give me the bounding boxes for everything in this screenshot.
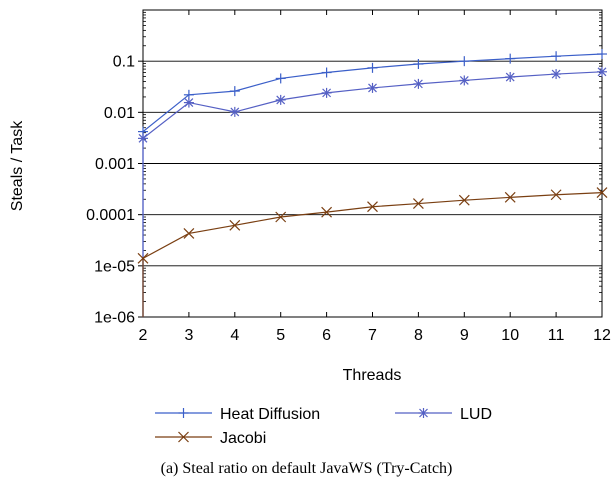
data-point-lud bbox=[367, 82, 378, 93]
x-tick-label: 7 bbox=[368, 327, 377, 344]
x-tick-label: 8 bbox=[414, 327, 423, 344]
data-point-heat-diffusion bbox=[367, 62, 378, 73]
legend: Heat Diffusion LUD Jacobi bbox=[155, 406, 492, 447]
legend-marker bbox=[178, 408, 189, 418]
data-point-lud bbox=[597, 66, 607, 77]
data-point-jacobi bbox=[458, 194, 470, 206]
legend-marker bbox=[418, 408, 429, 418]
figure-caption: (a) Steal ratio on default JavaWS (Try-C… bbox=[160, 460, 453, 477]
data-point-heat-diffusion bbox=[459, 56, 470, 67]
y-tick-label: 0.0001 bbox=[86, 207, 135, 224]
legend-item-lud: LUD bbox=[395, 406, 492, 423]
legend-item-jacobi: Jacobi bbox=[155, 430, 266, 447]
series-lines bbox=[137, 49, 608, 317]
data-point-heat-diffusion bbox=[413, 59, 424, 70]
y-tick-label: 0.01 bbox=[104, 105, 135, 122]
data-point-lud bbox=[138, 133, 148, 144]
data-point-lud bbox=[321, 87, 332, 98]
data-point-lud bbox=[505, 72, 516, 83]
x-tick-label: 5 bbox=[276, 327, 285, 344]
legend-marker bbox=[178, 431, 189, 443]
chart: 1e-06 1e-05 0.0001 0.001 0.01 0.1 2 3 4 5 6 7 8 9 10 11… bbox=[9, 9, 611, 447]
data-point-jacobi bbox=[137, 252, 149, 264]
data-point-lud bbox=[183, 97, 194, 108]
y-tick-label: 1e-05 bbox=[94, 258, 135, 275]
data-point-lud bbox=[275, 94, 286, 105]
y-tick-label: 1e-06 bbox=[94, 310, 135, 327]
data-point-lud bbox=[551, 69, 562, 80]
x-tick-label: 12 bbox=[593, 327, 611, 344]
series-line-lud bbox=[142, 71, 603, 139]
data-point-jacobi bbox=[412, 198, 424, 209]
data-point-jacobi bbox=[183, 227, 195, 239]
data-point-jacobi bbox=[550, 189, 562, 201]
y-tick-label: 0.001 bbox=[95, 156, 135, 173]
data-point-heat-diffusion bbox=[597, 49, 607, 60]
legend-label: Heat Diffusion bbox=[220, 406, 320, 423]
data-point-jacobi bbox=[367, 201, 378, 213]
data-point-jacobi bbox=[596, 187, 608, 199]
data-point-heat-diffusion bbox=[229, 86, 240, 97]
data-point-heat-diffusion bbox=[275, 73, 286, 84]
x-tick-label: 9 bbox=[460, 327, 469, 344]
legend-label: Jacobi bbox=[220, 430, 266, 447]
data-point-heat-diffusion bbox=[505, 53, 516, 64]
legend-label: LUD bbox=[460, 406, 492, 423]
data-point-heat-diffusion bbox=[551, 51, 562, 62]
data-point-jacobi bbox=[504, 191, 516, 203]
legend-item-heat-diffusion: Heat Diffusion bbox=[155, 406, 320, 423]
x-tick-label: 4 bbox=[230, 327, 239, 344]
series-line-jacobi bbox=[142, 191, 603, 259]
x-tick-label: 10 bbox=[501, 327, 519, 344]
data-point-lud bbox=[459, 75, 470, 86]
x-tick-label: 3 bbox=[184, 327, 193, 344]
x-tick-label: 6 bbox=[322, 327, 331, 344]
data-point-lud bbox=[229, 106, 240, 117]
tick-labels: 1e-06 1e-05 0.0001 0.001 0.01 0.1 2 3 4 5 6 7 8 9 10 11… bbox=[86, 54, 611, 344]
data-point-jacobi bbox=[229, 219, 241, 231]
x-tick-label: 11 bbox=[548, 327, 565, 344]
x-axis-title: Threads bbox=[343, 367, 402, 384]
data-point-lud bbox=[413, 78, 424, 89]
data-point-jacobi bbox=[321, 206, 333, 218]
data-point-jacobi bbox=[275, 211, 287, 223]
x-tick-label: 2 bbox=[139, 327, 148, 344]
y-axis-title: Steals / Task bbox=[9, 120, 26, 211]
data-point-heat-diffusion bbox=[321, 67, 332, 78]
grid-lines bbox=[143, 60, 602, 267]
y-tick-label: 0.1 bbox=[113, 54, 135, 71]
